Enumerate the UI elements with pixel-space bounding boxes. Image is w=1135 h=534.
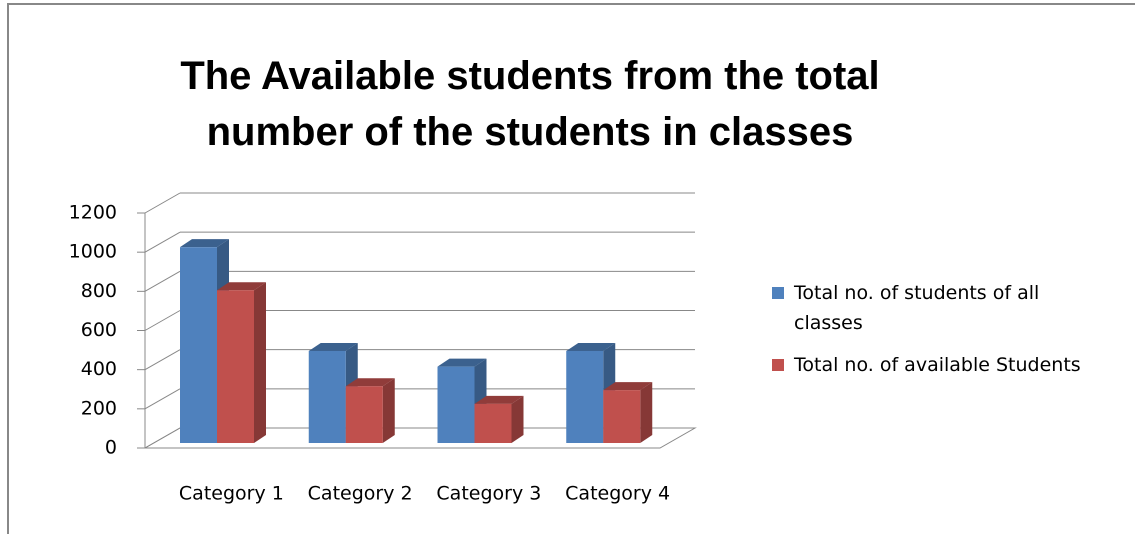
bar-side <box>254 282 266 443</box>
y-tick-label: 800 <box>81 280 117 302</box>
y-tick-label: 200 <box>81 397 117 419</box>
bar-side <box>511 395 524 443</box>
bar <box>308 350 346 443</box>
bar-top <box>474 395 524 404</box>
bar-top <box>308 342 358 351</box>
bar <box>345 386 383 443</box>
y-tick-label: 400 <box>81 358 117 380</box>
bar-top <box>217 282 266 291</box>
bar-top <box>437 358 487 367</box>
frame <box>7 3 1135 534</box>
legend-item: Total no. of students of all classes <box>772 278 1112 338</box>
y-tick-label: 1000 <box>69 241 117 263</box>
bar <box>474 403 512 443</box>
legend-label: Total no. of students of all classes <box>794 282 1040 334</box>
bar-top <box>603 382 653 391</box>
x-tick-label: Category 2 <box>308 483 413 505</box>
legend-item: Total no. of available Students <box>772 350 1112 380</box>
bar-side <box>640 382 653 443</box>
legend-swatch <box>772 287 784 299</box>
y-tick-label: 600 <box>81 319 117 341</box>
x-tick-label: Category 1 <box>179 483 284 505</box>
x-tick-label: Category 4 <box>565 483 670 505</box>
bar-side <box>382 378 395 443</box>
bar <box>437 366 475 443</box>
grid-line <box>144 231 181 253</box>
legend: Total no. of students of all classes Tota… <box>772 278 1112 392</box>
x-tick-label: Category 3 <box>436 483 541 505</box>
bar <box>603 390 641 443</box>
grid-line <box>144 310 181 331</box>
bar-top <box>566 342 616 351</box>
bar-top <box>345 378 395 387</box>
grid-line <box>144 427 181 449</box>
legend-label: Total no. of available Students <box>794 354 1081 376</box>
grid-line <box>144 192 181 214</box>
chart-title: The Available students from the total nu… <box>180 54 880 154</box>
legend-swatch <box>772 359 784 371</box>
bar-top <box>180 239 229 248</box>
grid-line <box>144 388 181 410</box>
grid-line <box>144 349 181 371</box>
grid-line <box>144 270 181 292</box>
bar <box>217 290 254 443</box>
bar <box>566 350 604 443</box>
y-tick-label: 1200 <box>69 202 117 224</box>
bar <box>180 247 217 443</box>
y-tick-label: 0 <box>105 437 117 459</box>
